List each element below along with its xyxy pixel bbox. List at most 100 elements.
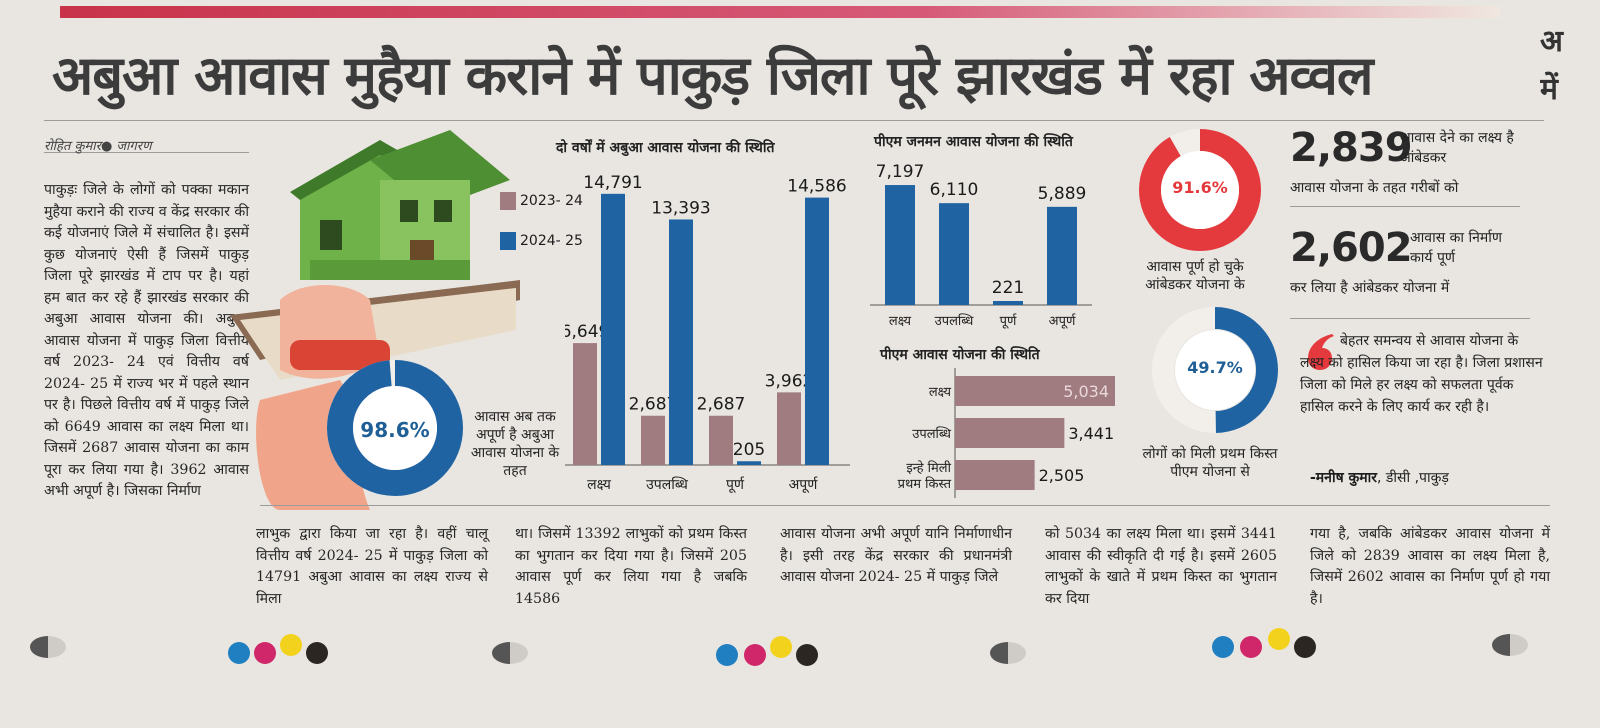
magenta-dot [254,642,276,664]
body-column-3: आवास योजना अभी अपूर्ण यानि निर्माणाधीन ह… [780,526,1012,585]
next-article-headline: अ में [1540,24,1563,107]
chart2-bar [993,301,1023,305]
body-column-2: था। जिसमें 13392 लाभुकों को प्रथम किस्त … [515,526,747,607]
chart2-title: पीएम जनमन आवास योजना की स्थिति [874,134,1073,150]
chart2-bar [885,185,915,305]
chart1-title: दो वर्षों में अबुआ आवास योजना की स्थिति [556,140,775,156]
chart3-category-label: प्रथम किस्त [898,476,952,492]
chart2-category-label: उपलब्धि [935,313,975,329]
byline: रोहित कुमार● जागरण [44,139,152,154]
chart3-title: पीएम आवास योजना की स्थिति [880,347,1040,363]
byline-rule [44,152,249,153]
yellow-dot [1268,628,1290,650]
chart1-data-label: 13,393 [651,198,710,218]
quote-designation: , डीसी ,पाकुड़ [1377,470,1449,486]
chart1-category-label: लक्ष्य [587,477,612,493]
registration-mark [1492,634,1528,656]
legend-label-2024: 2024- 25 [520,233,583,249]
chart1-bar [709,415,733,465]
chart3-category-label: उपलब्धि [912,426,952,442]
chart3-bar [955,376,1115,406]
registration-mark [492,642,528,664]
chart1-data-label: 2,687 [697,395,746,415]
house-illustration [230,130,520,510]
ambedkar-built-text-2: कर लिया है आंबेडकर योजना में [1290,280,1450,296]
chart1-data-label: 205 [733,440,765,460]
chart2-data-label: 7,197 [876,162,925,182]
header-rule [44,120,1544,121]
chart3-bar [955,460,1035,490]
chart2-data-label: 5,889 [1038,184,1087,204]
pm-first-installment-donut [1152,307,1278,433]
chart1-bar [737,461,761,465]
chart1-category-label: उपलब्धि [646,476,689,493]
abua-percent-label: 98.6% [360,418,430,442]
chart1-data-label: 2,687 [629,395,678,415]
abua-two-year-chart: 6,649 14,791 लक्ष्य 2,687 13,393 उपलब्धि 2,687… [565,173,850,493]
yellow-dot [280,634,302,656]
chart3-category-label: लक्ष्य [929,385,952,400]
cyan-dot [228,642,250,664]
chart2-category-label: पूर्ण [1000,313,1018,329]
registration-mark [30,636,66,658]
chart1-bar [601,193,625,465]
graphic-bottom-rule [260,505,1550,506]
chart2-category-label: अपूर्ण [1049,313,1077,329]
quote-divider [1290,318,1530,319]
chart3-bar [955,418,1065,448]
body-column-4: को 5034 का लक्ष्य मिला था। इसमें 3441 आव… [1045,526,1277,607]
body-column-5: गया है, जबकि आंबेडकर आवास योजना में जिले… [1310,526,1550,607]
stats-divider [1290,206,1520,207]
pm-percent-label: 49.7% [1187,358,1243,377]
dc-quote: बेहतर समन्वय से आवास योजना के लक्ष्य को … [1300,333,1543,415]
magenta-dot [1240,636,1262,658]
chart2-category-label: लक्ष्य [889,314,912,329]
ambedkar-target-text-2: आवास योजना के तहत गरीबों को [1290,180,1459,196]
abua-incomplete-donut [327,360,463,496]
pm-awas-chart: 5,034 लक्ष्य 3,441 उपलब्धि 2,505 इन्हे मिलीप्… [898,368,1115,498]
quote-author: -मनीष कुमार [1310,470,1378,486]
chart2-data-label: 6,110 [930,180,979,200]
ambedkar-built-number: 2,602 [1290,225,1413,271]
body-column-1: लाभुक द्वारा किया जा रहा है। वहीं चालू व… [256,526,488,607]
ambedkar-target-text: आवास देने का लक्ष्य है आंबेडकर [1400,130,1514,166]
chart3-category-label: इन्हे मिली [906,460,951,476]
quote-attribution: -मनीष कुमार, डीसी ,पाकुड़ [1310,468,1449,487]
quote-mark-icon [1308,334,1334,370]
ambedkar-donut-caption: आवास पूर्ण हो चुके आंबेडकर योजना के [1145,259,1245,293]
ambedkar-built-text: आवास का निर्माण कार्य पूर्ण [1410,230,1502,266]
chart1-bar [777,392,801,465]
magenta-dot [744,644,766,666]
pm-donut-caption: लोगों को मिली प्रथम किस्त पीएम योजना से [1142,446,1278,480]
chart3-data-label: 2,505 [1039,466,1085,485]
ambedkar-complete-donut [1139,129,1261,251]
chart3-data-label: 3,441 [1068,424,1114,443]
chart1-category-label: पूर्ण [726,476,745,493]
chart1-bar [669,219,693,465]
cyan-dot [1212,636,1234,658]
chart2-data-label: 221 [992,278,1024,298]
chart2-bar [939,203,969,305]
yellow-dot [770,636,792,658]
chart1-bar [641,415,665,465]
pm-janman-chart: 7,197 लक्ष्य 6,110 उपलब्धि 221 पूर्ण 5,889 अपूर… [870,162,1092,329]
ambedkar-percent-label: 91.6% [1172,178,1228,197]
black-dot [796,644,818,666]
black-dot [306,642,328,664]
chart1-data-label: 14,791 [583,173,642,193]
headline: अबुआ आवास मुहैया कराने में पाकुड़ जिला प… [52,44,1373,107]
legend-swatch-2023 [500,192,516,210]
legend-swatch-2024 [500,232,516,250]
chart3-data-label: 5,034 [1063,382,1109,401]
chart1-bar [573,343,597,465]
registration-mark [990,642,1026,664]
lead-paragraph: पाकुड़ः जिले के लोगों को पक्का मकान मुहै… [44,182,249,499]
top-color-bar [60,6,1500,18]
chart2-bar [1047,206,1077,305]
black-dot [1294,636,1316,658]
chart1-data-label: 14,586 [787,177,846,197]
chart1-category-label: अपूर्ण [789,476,819,493]
chart1-data-label: 3,962 [765,371,814,391]
chart1-bar [805,197,829,465]
legend-label-2023: 2023- 24 [520,193,583,209]
